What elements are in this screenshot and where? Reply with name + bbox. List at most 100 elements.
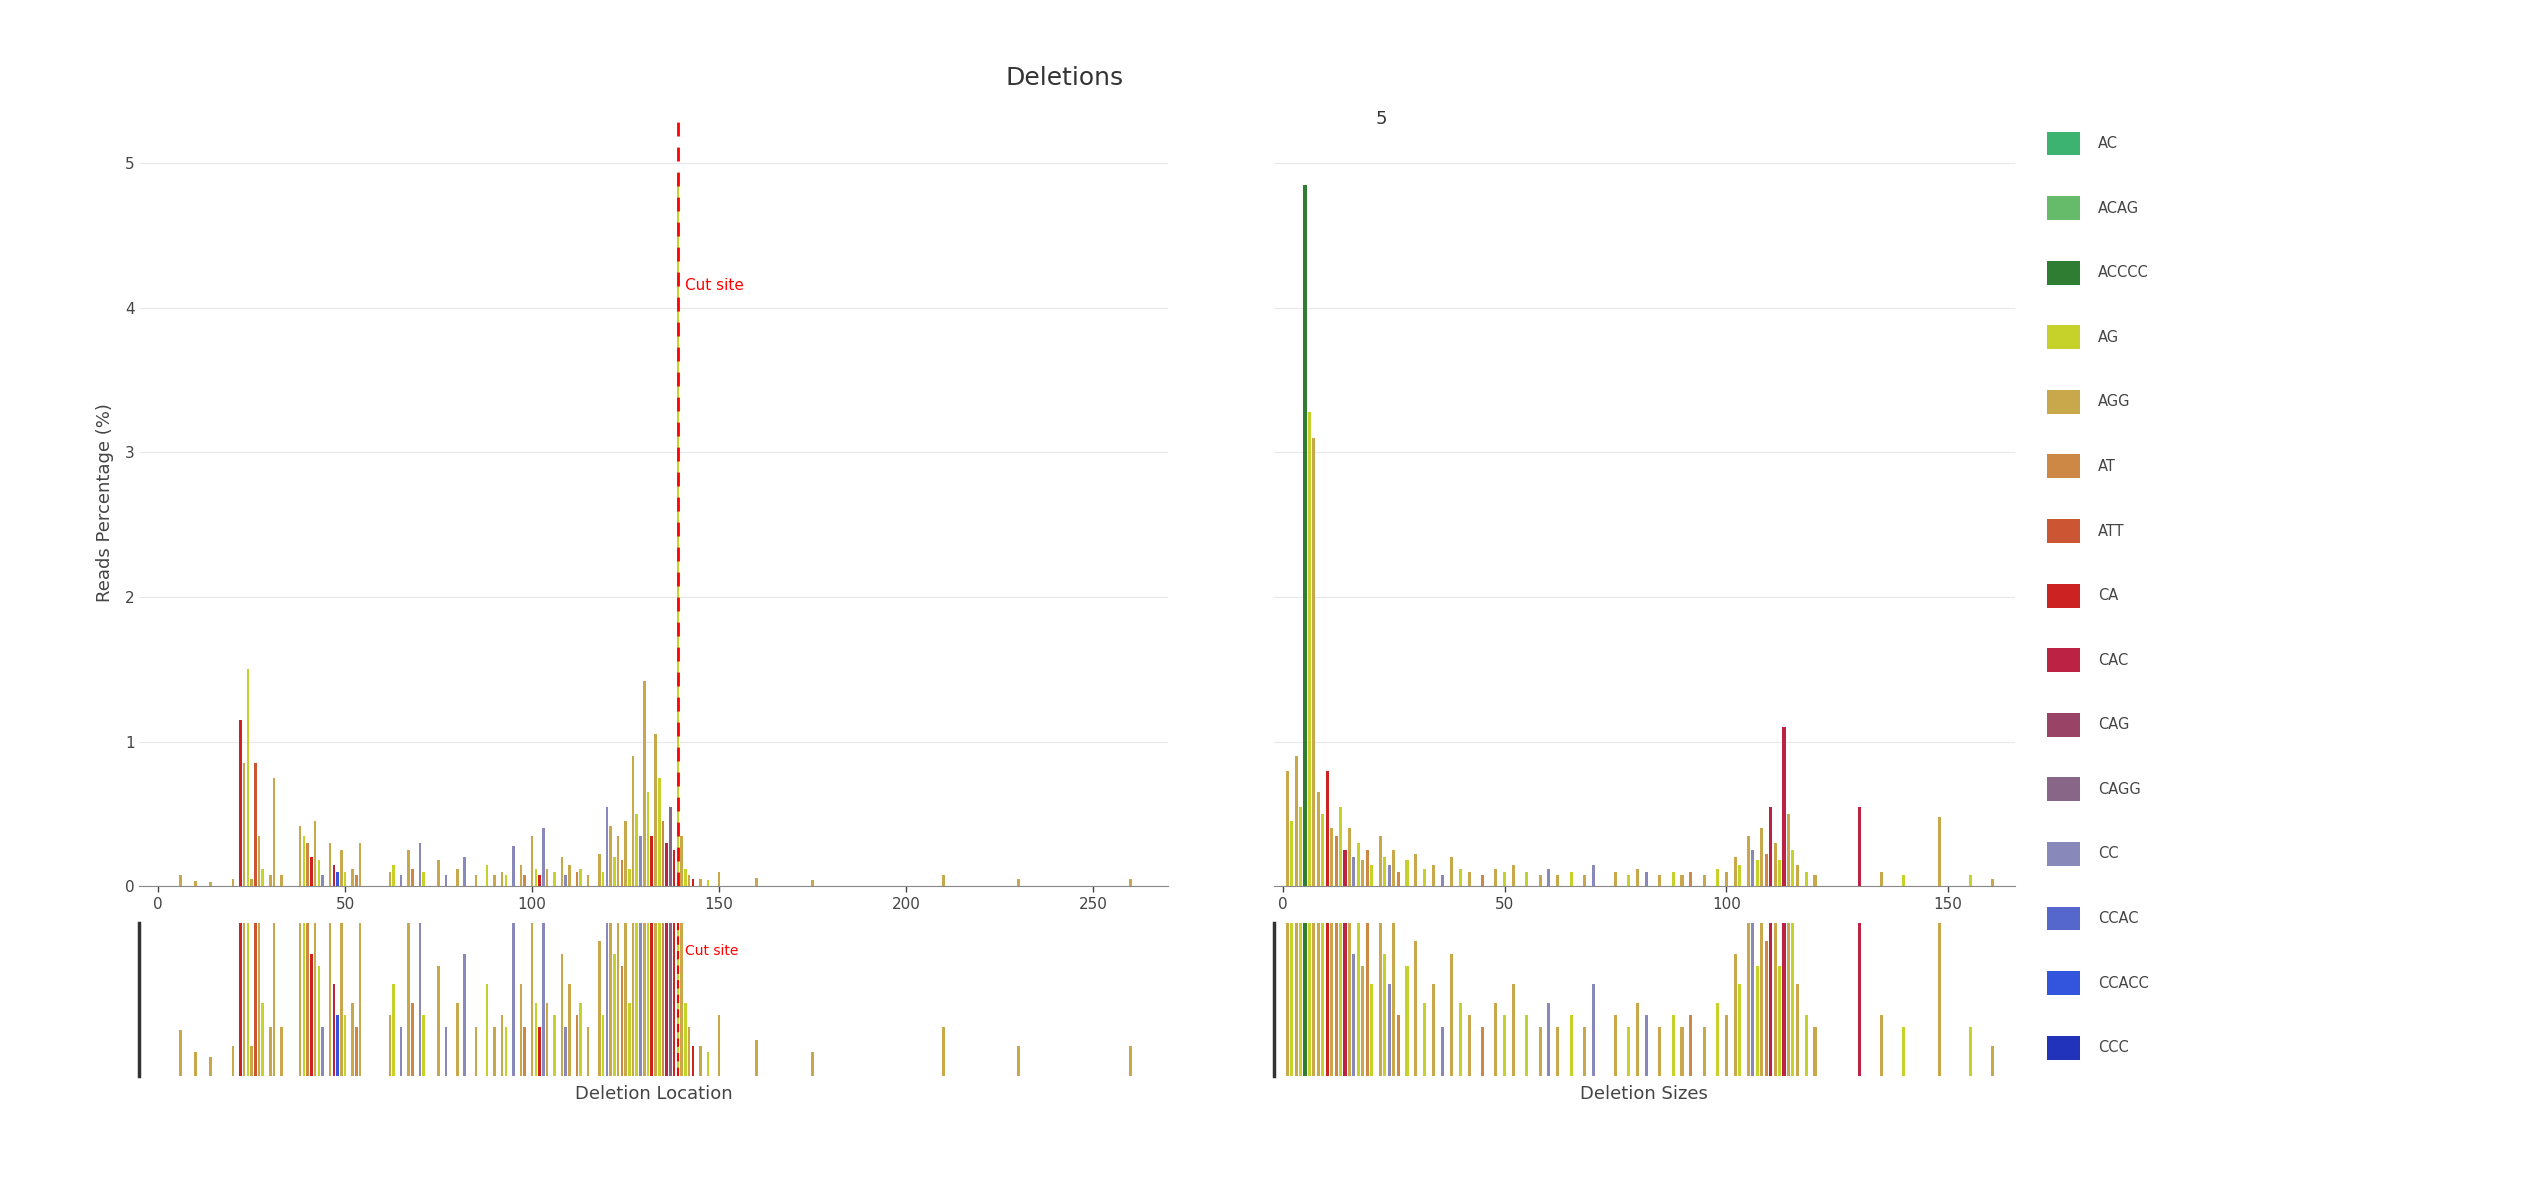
Bar <box>1992 879 1994 886</box>
Bar <box>299 819 302 1076</box>
Bar <box>299 825 302 886</box>
Bar <box>1746 862 1751 1076</box>
Bar <box>243 763 246 886</box>
Bar <box>1016 879 1019 886</box>
Bar <box>1797 865 1799 886</box>
Bar <box>639 862 641 1076</box>
Bar <box>530 862 532 1076</box>
Bar <box>677 0 679 1076</box>
Bar <box>1769 739 1771 1076</box>
Bar <box>1366 923 1368 1076</box>
Bar <box>631 756 634 886</box>
Bar <box>1781 727 1786 886</box>
Bar <box>332 984 334 1076</box>
Bar <box>1525 872 1528 886</box>
Bar <box>352 1002 355 1076</box>
Bar <box>1396 872 1399 886</box>
Bar <box>1733 858 1736 886</box>
Bar <box>1738 984 1741 1076</box>
Bar <box>525 1027 527 1076</box>
Bar <box>1525 1015 1528 1076</box>
Bar <box>1569 872 1574 886</box>
Text: 5: 5 <box>1376 110 1386 128</box>
Bar <box>661 800 664 1076</box>
Bar <box>1774 892 1776 1076</box>
Bar <box>418 892 421 1076</box>
Bar <box>504 1027 507 1076</box>
Bar <box>1690 872 1693 886</box>
Bar <box>1857 807 1860 886</box>
Bar <box>692 879 694 886</box>
Bar <box>1814 1027 1817 1076</box>
Bar <box>352 869 355 886</box>
Bar <box>1356 892 1361 1076</box>
Bar <box>1295 524 1297 1076</box>
Bar <box>687 874 689 886</box>
Bar <box>542 831 545 1076</box>
Bar <box>446 1027 449 1076</box>
Bar <box>601 1015 606 1076</box>
Bar <box>669 807 672 886</box>
Bar <box>717 1015 720 1076</box>
Bar <box>388 1015 390 1076</box>
Bar <box>608 825 611 886</box>
Bar <box>1320 770 1325 1076</box>
Bar <box>580 869 583 886</box>
Bar <box>1992 1045 1994 1076</box>
Bar <box>195 1052 198 1076</box>
Bar <box>281 1027 284 1076</box>
Bar <box>1774 843 1776 886</box>
Bar <box>699 879 702 886</box>
Bar <box>1657 874 1662 886</box>
Bar <box>1371 865 1373 886</box>
Bar <box>588 1027 590 1076</box>
Bar <box>1361 966 1363 1076</box>
Bar <box>438 966 441 1076</box>
Bar <box>1690 1015 1693 1076</box>
Text: Deletions: Deletions <box>1006 66 1123 90</box>
Bar <box>1939 782 1941 1076</box>
Bar <box>654 734 656 886</box>
Bar <box>418 843 421 886</box>
Bar <box>1726 1015 1728 1076</box>
Bar <box>1130 879 1133 886</box>
Bar <box>253 555 256 1076</box>
Bar <box>525 874 527 886</box>
Bar <box>654 433 656 1076</box>
Bar <box>1503 1015 1505 1076</box>
Bar <box>1348 829 1351 886</box>
Bar <box>281 874 284 886</box>
Bar <box>616 862 618 1076</box>
Bar <box>1779 860 1781 886</box>
Bar <box>1804 1015 1807 1076</box>
Bar <box>438 860 441 886</box>
Bar <box>1792 850 1794 886</box>
Bar <box>1584 1027 1586 1076</box>
Bar <box>1738 865 1741 886</box>
Bar <box>1384 858 1386 886</box>
Bar <box>1442 1027 1444 1076</box>
Bar <box>623 800 626 1076</box>
Bar <box>274 777 276 886</box>
Bar <box>1480 874 1485 886</box>
Bar <box>1371 984 1373 1076</box>
Bar <box>674 923 677 1076</box>
Bar <box>1318 678 1320 1076</box>
Bar <box>628 869 631 886</box>
Bar <box>606 807 608 886</box>
Bar <box>1389 865 1391 886</box>
Bar <box>1449 858 1452 886</box>
Bar <box>684 1002 687 1076</box>
Bar <box>1495 1002 1498 1076</box>
Bar <box>355 874 357 886</box>
Bar <box>677 175 679 886</box>
Bar <box>317 966 319 1076</box>
Bar <box>1614 1015 1617 1076</box>
Text: AGG: AGG <box>2098 395 2131 409</box>
Bar <box>1781 402 1786 1076</box>
Bar <box>317 860 319 886</box>
Bar <box>1969 874 1971 886</box>
Bar <box>1761 831 1764 1076</box>
Bar <box>258 836 261 886</box>
Bar <box>238 720 241 886</box>
